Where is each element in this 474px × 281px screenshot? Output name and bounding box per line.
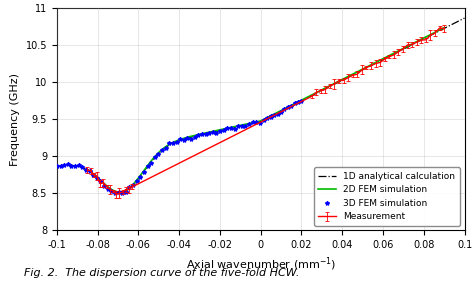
3D FEM simulation [119, 192, 125, 195]
2D FEM simulation [297, 99, 302, 103]
1D analytical calculation [239, 124, 245, 127]
1D analytical calculation [462, 16, 467, 20]
2D FEM simulation [386, 54, 392, 57]
3D FEM simulation [87, 169, 92, 173]
Legend: 1D analytical calculation, 2D FEM simulation, 3D FEM simulation, Measurement: 1D analytical calculation, 2D FEM simula… [314, 167, 460, 226]
1D analytical calculation [117, 191, 122, 194]
Line: 3D FEM simulation: 3D FEM simulation [55, 99, 303, 195]
3D FEM simulation [268, 114, 273, 117]
Line: 1D analytical calculation: 1D analytical calculation [57, 18, 465, 193]
1D analytical calculation [160, 148, 165, 152]
3D FEM simulation [195, 133, 201, 137]
2D FEM simulation [117, 190, 122, 194]
2D FEM simulation [409, 42, 415, 46]
3D FEM simulation [112, 191, 118, 194]
3D FEM simulation [54, 164, 60, 168]
Text: Fig. 2.  The dispersion curve of the five-fold HCW.: Fig. 2. The dispersion curve of the five… [24, 268, 299, 278]
2D FEM simulation [84, 168, 90, 171]
X-axis label: Axial wavenumber (mm$^{-1}$): Axial wavenumber (mm$^{-1}$) [185, 256, 336, 273]
Line: 2D FEM simulation: 2D FEM simulation [87, 28, 444, 192]
2D FEM simulation [298, 99, 304, 102]
1D analytical calculation [127, 187, 133, 190]
1D analytical calculation [327, 85, 333, 88]
3D FEM simulation [299, 100, 304, 103]
2D FEM simulation [304, 96, 310, 99]
2D FEM simulation [86, 169, 91, 172]
Y-axis label: Frequency (GHz): Frequency (GHz) [10, 73, 20, 166]
2D FEM simulation [441, 26, 447, 29]
3D FEM simulation [268, 115, 273, 119]
1D analytical calculation [362, 67, 367, 71]
1D analytical calculation [295, 101, 301, 105]
3D FEM simulation [134, 179, 139, 183]
1D analytical calculation [54, 165, 60, 168]
